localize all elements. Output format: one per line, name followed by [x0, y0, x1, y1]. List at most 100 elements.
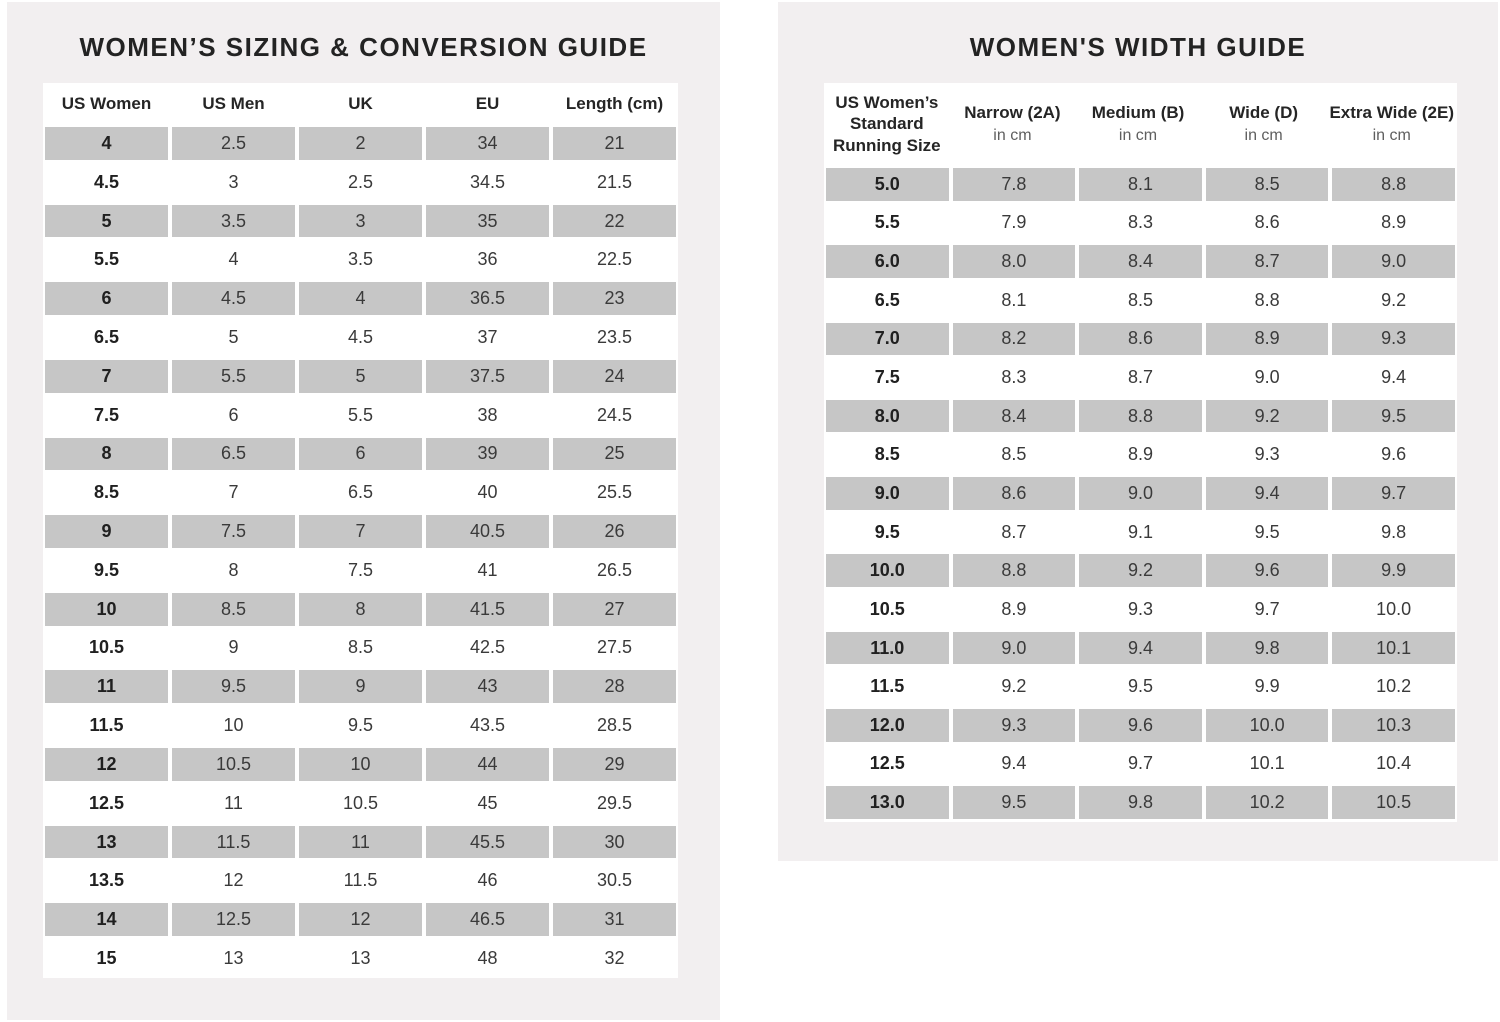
- table-cell: 8.9: [1203, 319, 1331, 359]
- table-cell: 7.0: [824, 319, 951, 359]
- table-cell: 7: [297, 512, 424, 551]
- table-cell: 46: [477, 870, 498, 891]
- table-cell: 23.5: [596, 326, 633, 347]
- table-cell: 8.7: [1001, 521, 1027, 542]
- table-cell: 32: [604, 947, 625, 968]
- table-cell: 6: [43, 279, 170, 319]
- table-cell: 8.5: [1203, 165, 1331, 204]
- table-cell: 28.5: [596, 715, 633, 736]
- table-cell: 30: [551, 822, 678, 862]
- table-cell: 10.0: [824, 551, 951, 591]
- table-cell: 6.5: [347, 482, 374, 503]
- table-cell: 43.5: [469, 715, 506, 736]
- table-cell: 8.8: [1330, 165, 1457, 204]
- table-cell: 25: [551, 434, 678, 474]
- table-cell: 13: [223, 947, 244, 968]
- table-cell: 10: [223, 715, 244, 736]
- table-cell: 7: [228, 482, 239, 503]
- table-cell: 22: [551, 201, 678, 241]
- table-cell: 3: [228, 171, 239, 192]
- table-cell: 8.1: [1077, 165, 1204, 204]
- sizing-conversion-table: US Women US Men UK EU Length (cm) 4 2.5 2 3…: [43, 83, 678, 978]
- table-cell: 4: [228, 249, 239, 270]
- table-cell: 10.4: [1376, 753, 1412, 774]
- table-cell: 8.0: [950, 242, 1078, 281]
- table-cell: 8.5: [93, 482, 120, 503]
- table-cell: 9.8: [1203, 628, 1331, 668]
- column-header-us-men: US Men: [202, 93, 265, 113]
- table-cell: 8.5: [1127, 289, 1153, 310]
- table-cell: 12.5: [170, 900, 297, 940]
- table-cell: 4.5: [93, 171, 120, 192]
- table-cell: 2.5: [170, 124, 297, 163]
- table-cell: 5.5: [874, 212, 900, 233]
- table-cell: 28: [551, 667, 678, 707]
- sizing-guide-title: WOMEN’S SIZING & CONVERSION GUIDE: [79, 32, 648, 62]
- table-cell: 11.0: [824, 628, 951, 668]
- table-cell: 46.5: [424, 900, 551, 940]
- table-cell: 9.4: [1203, 474, 1331, 513]
- table-cell: 48: [477, 947, 498, 968]
- table-cell: 9.5: [1254, 521, 1280, 542]
- table-cell: 11.5: [170, 822, 297, 862]
- table-cell: 10: [43, 589, 170, 629]
- table-cell: 27: [551, 589, 678, 629]
- table-cell: 41.5: [424, 589, 551, 629]
- table-cell: 8.7: [1203, 242, 1331, 281]
- table-cell: 8: [228, 559, 239, 580]
- table-cell: 14: [43, 900, 170, 940]
- table-cell: 10.2: [1376, 676, 1412, 697]
- table-cell: 35: [424, 201, 551, 241]
- table-cell: 8.3: [1001, 367, 1027, 388]
- table-cell: 12.5: [88, 792, 125, 813]
- table-cell: 8: [43, 434, 170, 474]
- table-cell: 3: [297, 201, 424, 241]
- column-header-wide-d: Wide (D) in cm: [1229, 103, 1299, 144]
- width-guide-panel: WOMEN'S WIDTH GUIDE US Women’s Standard …: [778, 2, 1498, 861]
- table-cell: 9.5: [93, 559, 120, 580]
- width-guide-title: WOMEN'S WIDTH GUIDE: [969, 32, 1307, 62]
- table-cell: 44: [424, 745, 551, 784]
- table-cell: 11: [297, 822, 424, 862]
- table-cell: 6.5: [93, 326, 120, 347]
- table-cell: 5: [228, 326, 239, 347]
- table-cell: 29: [551, 745, 678, 784]
- table-cell: 7.5: [874, 367, 900, 388]
- table-cell: 40: [477, 482, 498, 503]
- table-cell: 8.7: [1127, 367, 1153, 388]
- column-header-standard-running-size: US Women’s Standard Running Size: [832, 93, 941, 155]
- table-cell: 12: [43, 745, 170, 784]
- table-cell: 8.0: [824, 396, 951, 436]
- table-cell: 5.5: [93, 249, 120, 270]
- table-cell: 8.4: [1077, 242, 1204, 281]
- column-header-medium-b: Medium (B) in cm: [1091, 103, 1185, 144]
- table-cell: 9.7: [1330, 474, 1457, 513]
- table-cell: 9.7: [1127, 753, 1153, 774]
- table-cell: 9.2: [1001, 676, 1027, 697]
- width-table-header-row: US Women’s Standard Running Size Narrow …: [824, 83, 1457, 165]
- table-cell: 10.5: [869, 598, 905, 619]
- table-cell: 8.2: [950, 319, 1078, 359]
- table-cell: 10.5: [1330, 783, 1457, 822]
- table-cell: 11.5: [89, 715, 124, 736]
- table-cell: 9.9: [1330, 551, 1457, 591]
- table-cell: 8.8: [950, 551, 1078, 591]
- table-cell: 9.4: [1381, 367, 1407, 388]
- table-cell: 3.5: [347, 249, 374, 270]
- table-cell: 6.0: [824, 242, 951, 281]
- table-cell: 40.5: [424, 512, 551, 551]
- table-cell: 5.5: [347, 404, 374, 425]
- table-cell: 6: [297, 434, 424, 474]
- table-cell: 9.6: [1381, 444, 1407, 465]
- table-cell: 25.5: [596, 482, 633, 503]
- table-cell: 12: [223, 870, 244, 891]
- table-cell: 4.5: [170, 279, 297, 319]
- table-cell: 4: [43, 124, 170, 163]
- table-cell: 9.0: [1330, 242, 1457, 281]
- table-cell: 4.5: [347, 326, 374, 347]
- table-cell: 13: [43, 822, 170, 862]
- table-cell: 7.5: [93, 404, 120, 425]
- table-cell: 6.5: [874, 289, 900, 310]
- table-cell: 9.6: [1203, 551, 1331, 591]
- sizing-conversion-panel: WOMEN’S SIZING & CONVERSION GUIDE US Wom…: [7, 2, 720, 1020]
